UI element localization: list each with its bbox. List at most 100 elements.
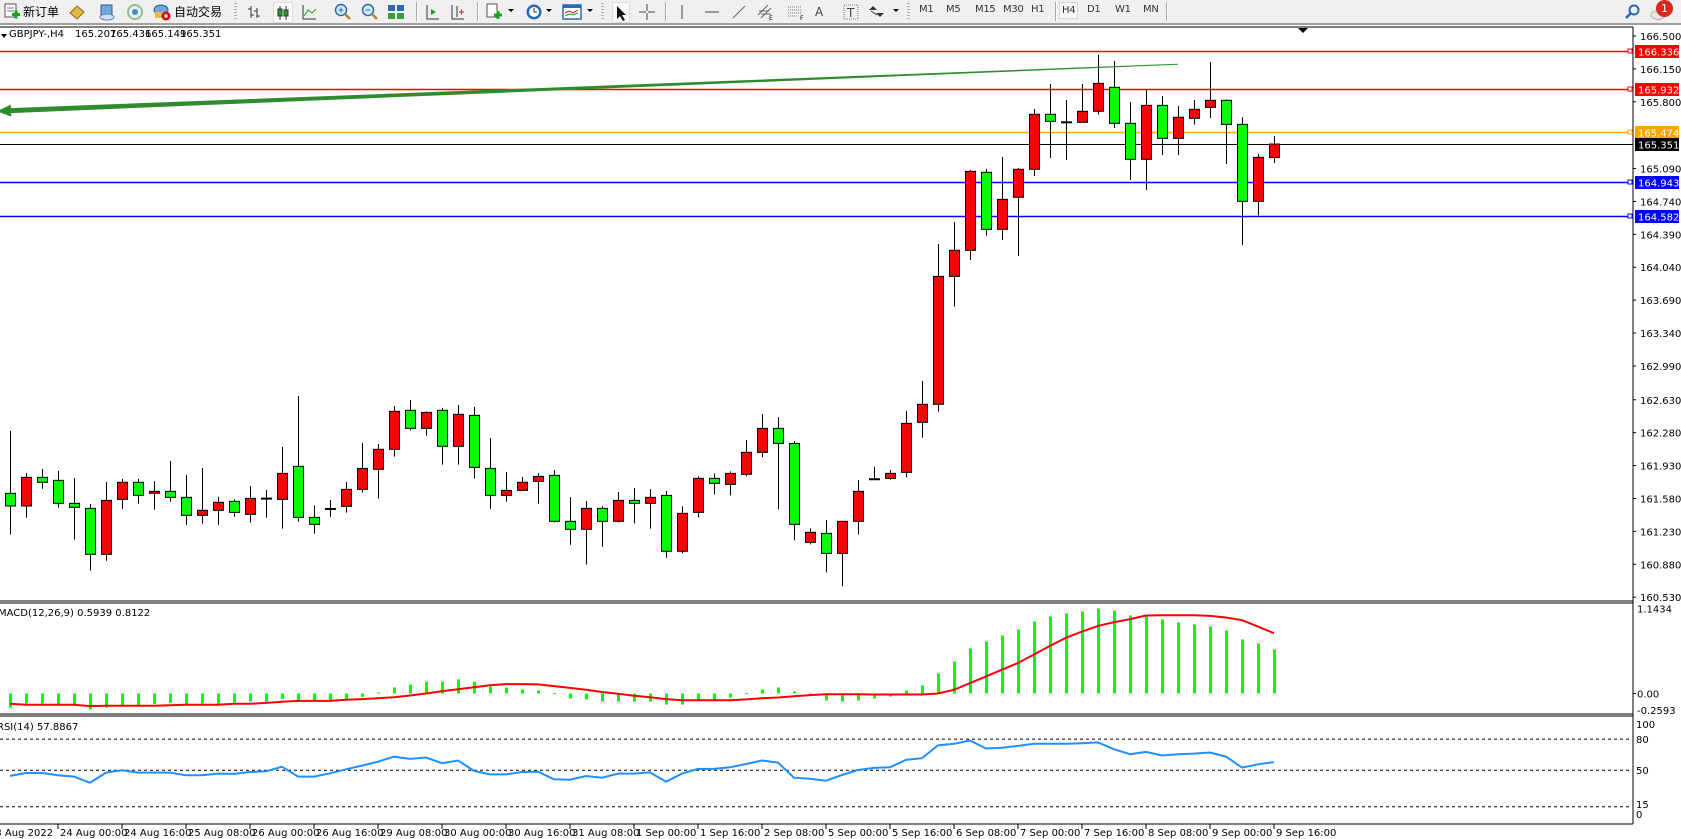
level-handle[interactable] <box>1627 213 1633 219</box>
horizontal-line-button[interactable] <box>703 2 721 21</box>
macd-histogram-bar <box>345 693 348 699</box>
auto-scroll-button[interactable] <box>448 2 466 21</box>
periods-button[interactable] <box>525 2 543 21</box>
candle <box>229 499 240 517</box>
price-tick-label: 161.230 <box>1640 527 1681 538</box>
cursor-button[interactable] <box>612 2 630 23</box>
vertical-line-button[interactable] <box>674 2 690 21</box>
time-tick-label: 31 Aug 08:00 <box>572 828 639 839</box>
candlestick-button[interactable] <box>273 2 293 23</box>
macd-histogram-bar <box>1193 624 1196 694</box>
candle <box>469 407 480 479</box>
indicators-button[interactable] <box>485 2 503 21</box>
timeframe-m30[interactable]: M30 <box>1003 4 1024 15</box>
text-label-button[interactable]: T <box>842 2 860 21</box>
candle-body <box>869 478 880 481</box>
level-handle[interactable] <box>1627 179 1633 185</box>
candle-body <box>885 472 896 479</box>
trendline-button[interactable] <box>730 2 748 21</box>
candle <box>373 444 384 499</box>
timeframe-mn[interactable]: MN <box>1143 4 1159 15</box>
candle <box>245 485 256 523</box>
templates-button[interactable] <box>562 2 582 21</box>
macd-histogram-bar <box>89 693 92 710</box>
candle <box>1221 99 1232 165</box>
time-tick-label: 25 Aug 08:00 <box>188 828 255 839</box>
macd-histogram-bar <box>169 693 172 703</box>
new-order-button[interactable]: 新订单 <box>3 2 59 21</box>
timeframe-m1[interactable]: M1 <box>919 4 934 15</box>
zoom-in-button[interactable] <box>334 2 352 21</box>
chart-low: 165.149 <box>145 29 186 40</box>
candle <box>741 440 752 477</box>
fibonacci-button[interactable]: F <box>786 2 806 21</box>
signals-button[interactable] <box>126 2 144 21</box>
candle-body <box>389 410 400 450</box>
candle <box>885 469 896 480</box>
candle <box>149 480 160 510</box>
search-button[interactable] <box>1624 2 1642 21</box>
arrows-button[interactable] <box>868 2 886 21</box>
price-tick-label: 160.880 <box>1640 560 1681 571</box>
candle <box>1029 109 1040 176</box>
candle <box>1109 61 1120 129</box>
time-tick-label: 1 Sep 00:00 <box>636 828 696 839</box>
tile-windows-button[interactable] <box>387 2 405 21</box>
macd-histogram-bar <box>761 689 764 694</box>
text-icon: A <box>815 4 824 19</box>
level-handle[interactable] <box>1627 86 1633 92</box>
candle-body <box>101 499 112 555</box>
crosshair-button[interactable] <box>638 2 656 21</box>
indicators-icon <box>486 3 502 19</box>
macd-tick-label: 0.00 <box>1637 690 1659 701</box>
candle <box>1173 106 1184 156</box>
line-chart-button[interactable] <box>300 2 318 21</box>
svg-text:F: F <box>800 15 804 21</box>
timeframe-m15[interactable]: M15 <box>975 4 996 15</box>
candle-body <box>1141 104 1152 160</box>
equidistant-channel-button[interactable]: E <box>756 2 776 21</box>
candle-body <box>629 499 640 504</box>
trend-arrow[interactable] <box>0 63 1178 117</box>
candle-body <box>229 500 240 513</box>
candle <box>1045 84 1056 159</box>
cursor-icon <box>617 5 626 21</box>
candle-body <box>1253 156 1264 202</box>
timeframe-m5[interactable]: M5 <box>946 4 961 15</box>
candle-body <box>165 490 176 498</box>
navigator-button[interactable] <box>98 2 116 21</box>
timeframe-d1[interactable]: D1 <box>1087 4 1101 15</box>
timeframe-w1[interactable]: W1 <box>1115 4 1131 15</box>
macd-histogram-bar <box>873 693 876 699</box>
macd-histogram-bar <box>1241 639 1244 694</box>
candle-body <box>53 479 64 504</box>
timeframe-h4[interactable]: H4 <box>1059 2 1079 19</box>
rsi-line <box>9 739 1275 784</box>
candle <box>709 473 720 495</box>
macd-histogram-bar <box>745 693 748 695</box>
macd-histogram-bar <box>905 690 908 694</box>
bar-chart-button[interactable] <box>245 2 263 21</box>
level-handle[interactable] <box>1627 48 1633 54</box>
market-watch-button[interactable] <box>68 2 86 21</box>
timeframe-h1[interactable]: H1 <box>1031 4 1045 15</box>
macd-histogram-bar <box>329 693 332 701</box>
candle <box>1093 54 1104 115</box>
candle <box>677 506 688 554</box>
candle-body <box>1189 108 1200 119</box>
macd-tick-label: -0.2593 <box>1637 706 1676 717</box>
level-handle[interactable] <box>1627 129 1633 135</box>
candle-body <box>1013 168 1024 198</box>
macd-histogram-bar <box>1145 616 1148 694</box>
candle <box>501 471 512 502</box>
chart-shift-button[interactable] <box>423 2 441 21</box>
autotrade-button[interactable]: 自动交易 <box>152 2 222 21</box>
macd-histogram-bar <box>313 693 316 701</box>
candle-body <box>133 481 144 496</box>
macd-histogram-bar <box>137 693 140 706</box>
text-button[interactable]: A <box>815 2 823 21</box>
chart-shift-marker-icon[interactable] <box>1298 28 1308 33</box>
candle-body <box>485 467 496 496</box>
zoom-out-button[interactable] <box>361 2 379 21</box>
